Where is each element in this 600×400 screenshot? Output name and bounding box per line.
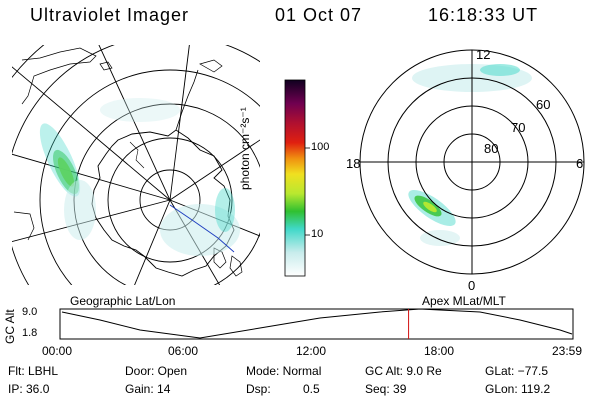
status-glat: GLat: −77.5 — [485, 364, 549, 378]
alt-xtick-4: 23:59 — [552, 344, 583, 358]
status-seq: Seq: 39 — [365, 382, 407, 396]
alt-plot-ytick-min: 1.8 — [22, 327, 38, 339]
alt-xtick-2: 12:00 — [296, 344, 327, 358]
mlt-label-6: 6 — [576, 156, 584, 171]
status-dsp-value: 0.5 — [303, 382, 320, 396]
instrument-title: Ultraviolet Imager — [30, 5, 190, 25]
altitude-curve — [61, 308, 573, 339]
colorbar-tick-10: 10 — [311, 228, 324, 240]
geographic-map-label: Geographic Lat/Lon — [70, 294, 176, 308]
magnetic-map-label: Apex MLat/MLT — [422, 294, 506, 308]
status-gc-alt: GC Alt: 9.0 Re — [365, 364, 442, 378]
lat-circle — [39, 69, 260, 285]
alt-plot-ytick-max: 9.0 — [22, 306, 38, 318]
status-ip: IP: 36.0 — [8, 382, 50, 396]
mlat-label-60: 60 — [536, 97, 551, 112]
time-label: 16:18:33 UT — [428, 5, 539, 25]
lat-circle — [107, 137, 233, 263]
mlt-label-12: 12 — [476, 47, 491, 62]
mlt-label-0: 0 — [468, 278, 476, 293]
date-label: 01 Oct 07 — [275, 5, 363, 25]
status-gain: Gain: 14 — [125, 382, 171, 396]
aurora-left — [39, 98, 240, 256]
status-door: Door: Open — [125, 364, 188, 378]
mlat-label-80: 80 — [484, 141, 499, 156]
status-glon: GLon: 119.2 — [485, 382, 551, 396]
mlt-label-18: 18 — [346, 156, 361, 171]
status-mode: Mode: Normal — [246, 364, 322, 378]
status-dsp-label: Dsp: — [246, 382, 271, 396]
colorbar-tick-100: 100 — [311, 141, 330, 153]
mlat-label-70: 70 — [511, 120, 526, 135]
alt-xtick-1: 06:00 — [168, 344, 199, 358]
alt-xtick-3: 18:00 — [424, 344, 455, 358]
status-filter: Flt: LBHL — [8, 364, 59, 378]
alt-xtick-0: 00:00 — [42, 344, 73, 358]
